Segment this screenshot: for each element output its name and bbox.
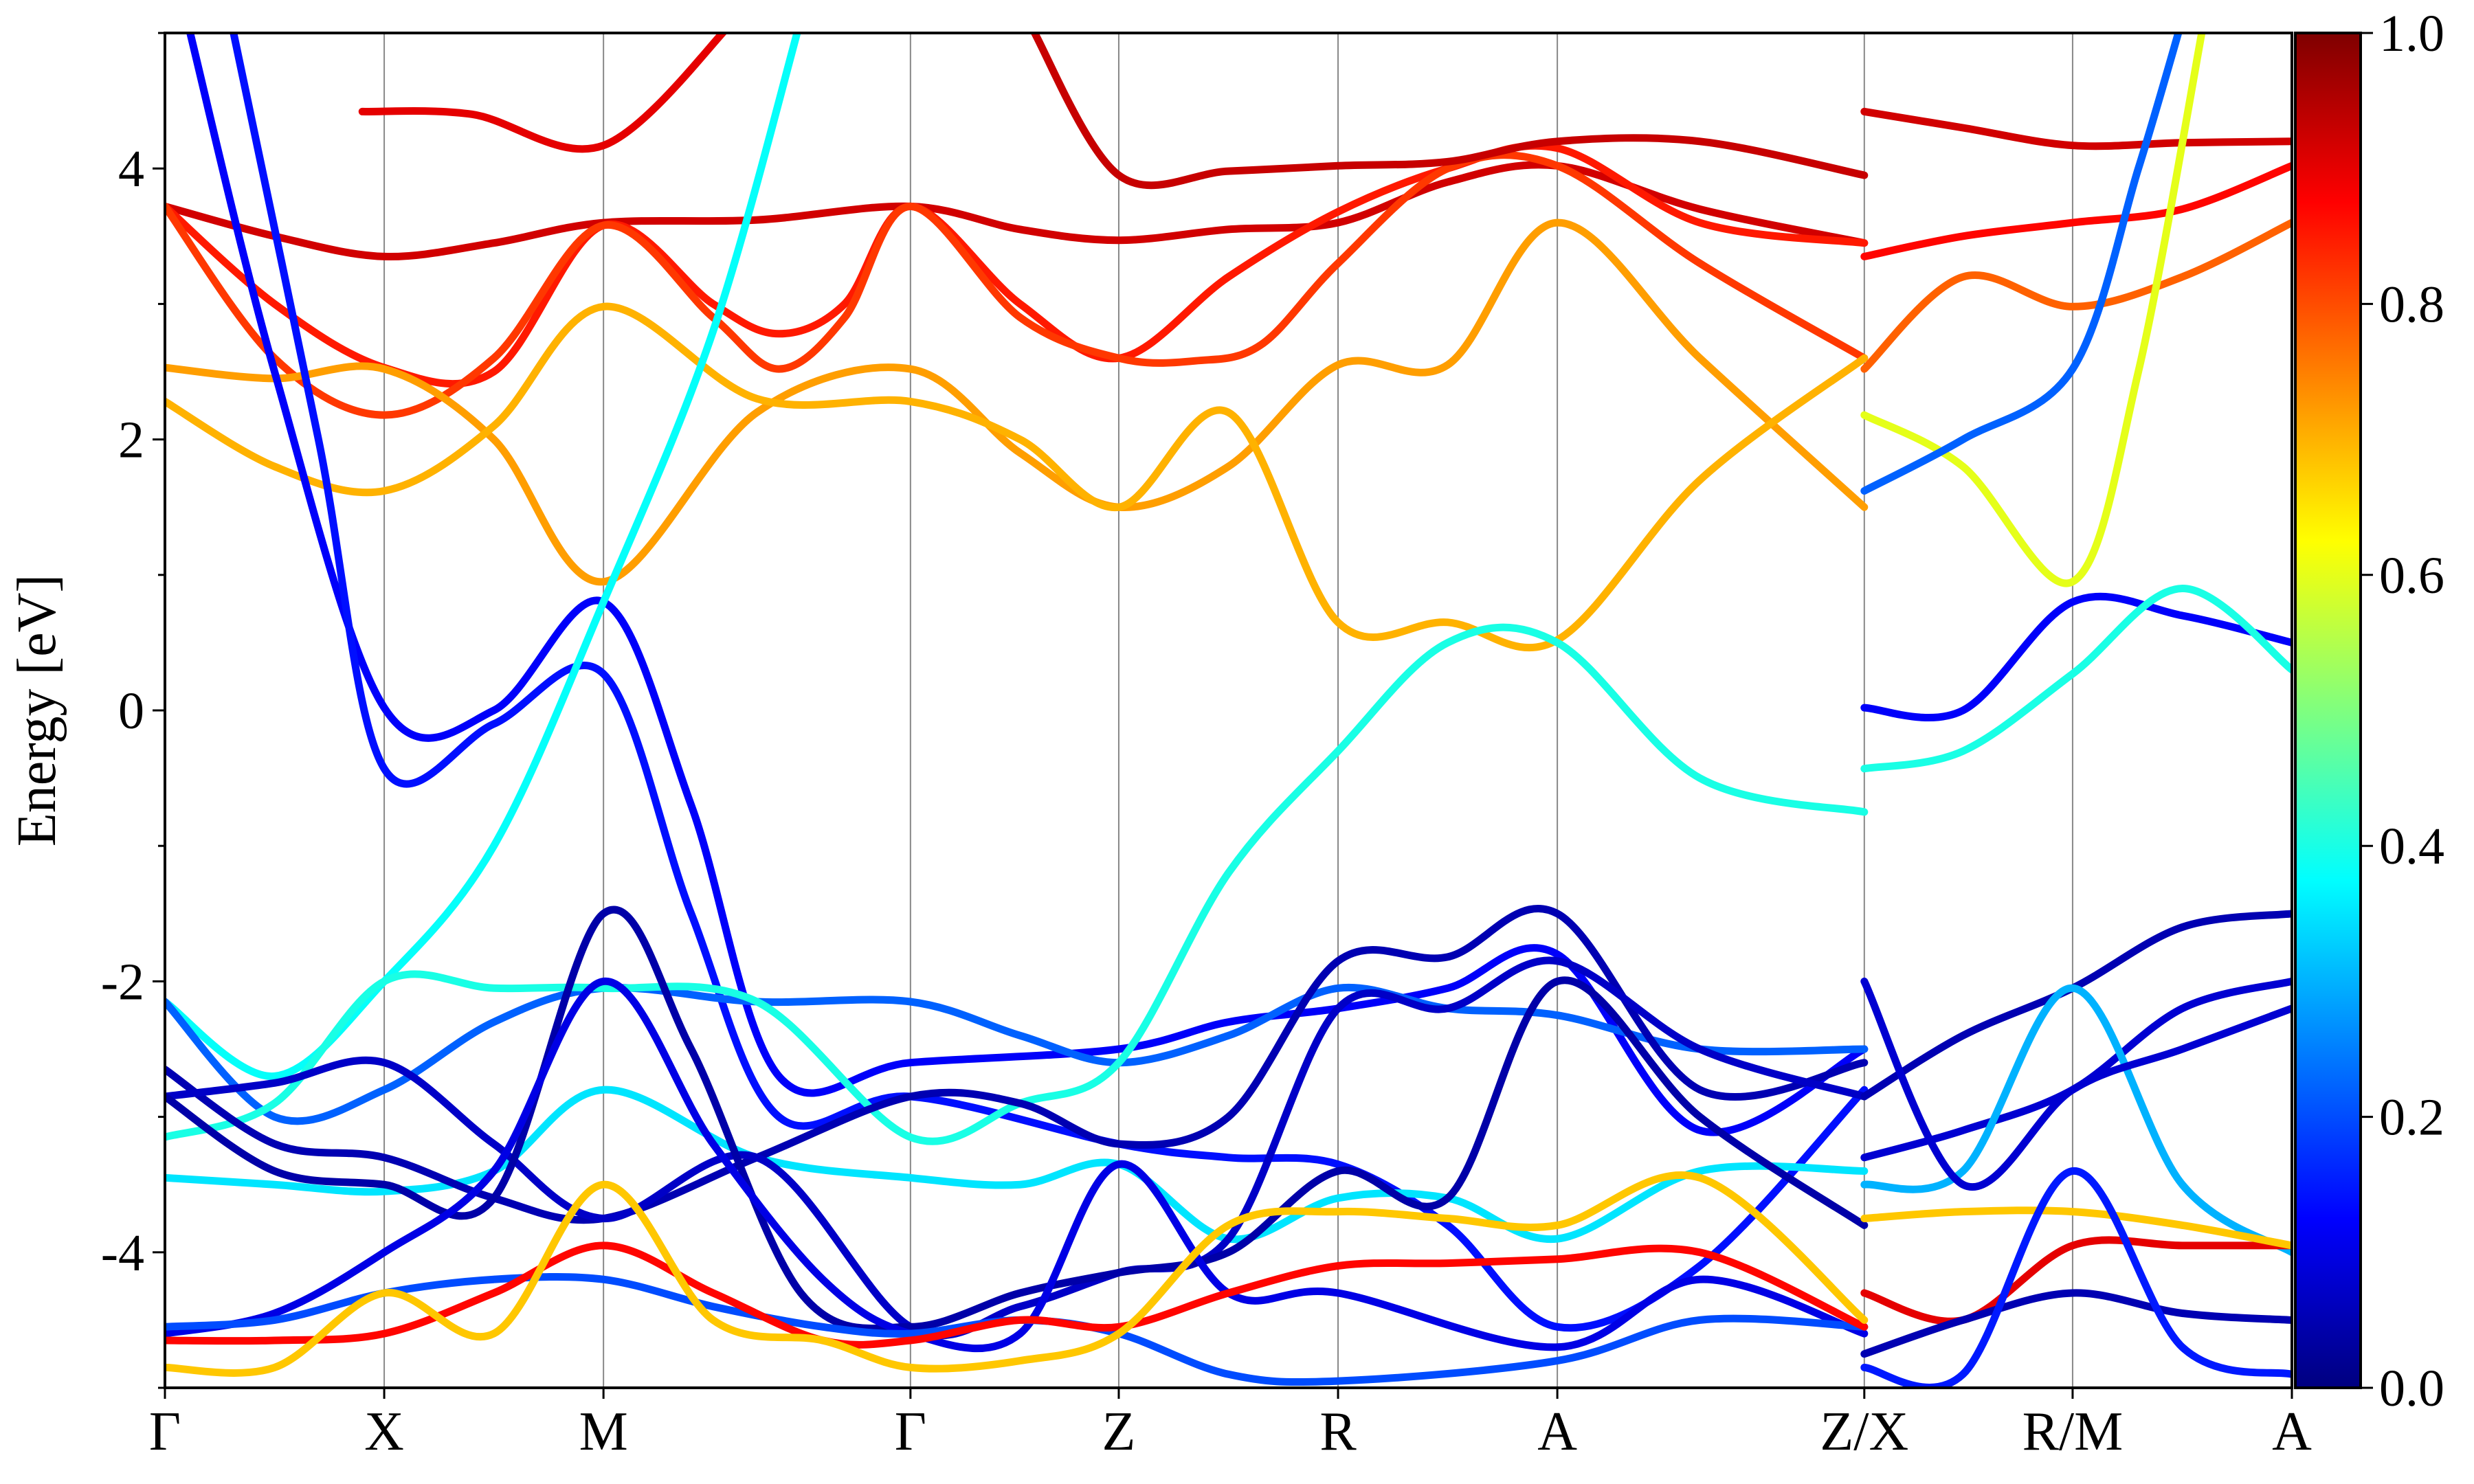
x-tick-label: Z [1102, 1402, 1136, 1462]
colorbar-tick-label: 0.0 [2379, 1360, 2444, 1417]
band-line [1860, 977, 2292, 1191]
y-axis-ticks: -4 -2 0 2 4 [101, 32, 165, 1389]
bands [165, 33, 2292, 1388]
band-line [165, 956, 1869, 1340]
y-tick-label: 2 [118, 412, 144, 469]
colorbar-tick-label: 0.4 [2379, 818, 2444, 875]
band-line [1860, 1167, 2292, 1388]
y-tick-label: 4 [118, 140, 144, 198]
band-line [165, 906, 1869, 1332]
x-tick-label: A [2272, 1402, 2312, 1462]
y-axis-label: Energy [eV] [7, 574, 67, 846]
x-tick-label: A [1537, 1402, 1577, 1462]
band-line [1860, 33, 2183, 495]
colorbar-ticks: 0.0 0.2 0.4 0.6 0.8 1.0 [2361, 5, 2444, 1417]
band-line [1860, 984, 2292, 1257]
band-line [165, 218, 1869, 586]
x-tick-label: Γ [149, 1402, 181, 1462]
x-tick-label: Z/X [1820, 1402, 1908, 1462]
x-tick-label: M [579, 1402, 628, 1462]
band-line [1860, 161, 2292, 260]
band-line [165, 1086, 1869, 1244]
band-line [1860, 33, 2206, 587]
band-line [358, 33, 728, 153]
y-tick-label: -2 [101, 953, 144, 1011]
x-tick-label: R/M [2022, 1402, 2124, 1462]
y-tick-label: -4 [101, 1224, 144, 1282]
band-line [165, 623, 1869, 1145]
band-line [1860, 1236, 2292, 1325]
x-tick-label: R [1319, 1402, 1357, 1462]
colorbar-tick-label: 0.6 [2379, 547, 2444, 605]
band-line [1030, 33, 1869, 190]
colorbar-tick-label: 0.2 [2379, 1089, 2444, 1147]
band-line [1860, 592, 2292, 722]
band-line [165, 1241, 1869, 1349]
band-line [230, 33, 1869, 1332]
colorbar-tick-label: 0.8 [2379, 276, 2444, 333]
band-line [1860, 1289, 2292, 1358]
band-line [165, 1272, 1869, 1386]
band-line [1860, 584, 2292, 773]
band-line [165, 1171, 1869, 1377]
band-line [1860, 107, 2292, 150]
band-line [165, 905, 1869, 1224]
plot-area: -4 -2 0 2 4 Γ X M Γ Z R A Z/X R/M A [101, 32, 2312, 1462]
x-axis-ticks: Γ X M Γ Z R A Z/X R/M A [149, 1388, 2312, 1462]
colorbar-gradient [2295, 33, 2361, 1388]
band-line [165, 302, 1869, 652]
colorbar-tick-label: 1.0 [2379, 5, 2444, 63]
band-line [1860, 1206, 2292, 1250]
y-tick-label: 0 [118, 682, 144, 740]
x-tick-label: X [364, 1402, 404, 1462]
band-line [186, 33, 1869, 1136]
x-tick-label: Γ [895, 1402, 926, 1462]
colorbar-frame [2294, 32, 2362, 1389]
band-line [1860, 218, 2292, 373]
colorbar: 0.0 0.2 0.4 0.6 0.8 1.0 [2294, 5, 2444, 1417]
band-line [165, 33, 801, 1080]
